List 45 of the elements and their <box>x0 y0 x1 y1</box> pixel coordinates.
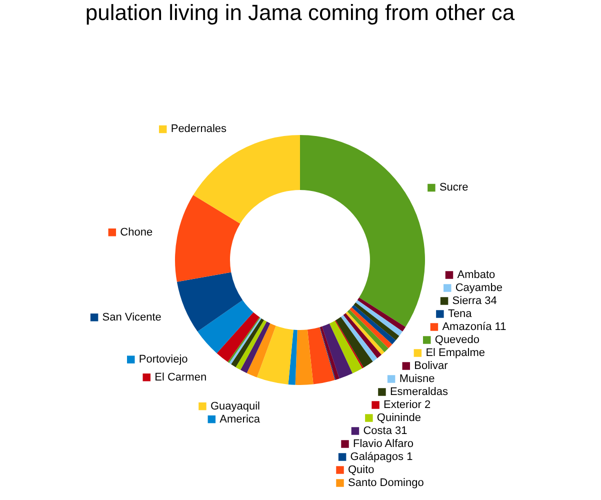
donut-slice <box>307 327 335 384</box>
legend-label: Esmeraldas <box>390 386 449 398</box>
legend-label: El Empalme <box>426 347 485 359</box>
legend-label: Flavio Alfaro <box>353 438 414 450</box>
legend-label: Pedernales <box>170 123 227 136</box>
donut-slice <box>300 135 425 327</box>
donut-slice <box>334 320 364 368</box>
legend-label: San Vicente <box>102 311 162 324</box>
legend-label: Exterior 2 <box>384 399 431 411</box>
legend-label: Bolivar <box>414 360 448 372</box>
legend-label: Sucre <box>439 182 468 194</box>
donut-slice <box>295 330 314 385</box>
donut-slice <box>329 320 362 374</box>
legend-label: Muisne <box>399 373 435 385</box>
legend-label: Tena <box>448 308 473 320</box>
donut-slice <box>216 312 260 362</box>
donut-slice <box>336 316 373 368</box>
donut-slice <box>256 326 294 384</box>
donut-slice <box>320 326 340 380</box>
donut-slice <box>236 320 267 370</box>
donut-slice <box>322 324 353 379</box>
donut-slice <box>175 195 240 282</box>
legend-label: Cayambe <box>455 282 502 294</box>
legend-label: Guayaquil <box>210 400 260 412</box>
legend-label: Sierra 34 <box>452 295 497 307</box>
donut-slice <box>240 322 270 374</box>
legend-label: Galápagos 1 <box>350 451 413 463</box>
donut-slice <box>320 327 336 380</box>
legend-label: El Carmen <box>154 371 207 384</box>
legend-label: Amazonía 11 <box>442 321 506 333</box>
legend-label: Costa 31 <box>363 425 408 437</box>
donut-slice <box>193 135 300 224</box>
legend-label: Quito <box>348 464 374 476</box>
legend-label: Quininde <box>376 412 421 424</box>
legend-label: Chone <box>120 226 153 238</box>
legend-label: Portoviejo <box>138 354 188 366</box>
legend-label: America <box>220 413 261 426</box>
donut-slice <box>198 300 254 354</box>
chart-title: pulation living in Jama coming from other ca <box>85 0 516 25</box>
donut-slice <box>288 330 298 385</box>
legend-label: Santo Domingo <box>348 477 424 489</box>
legend-label: Quevedo <box>434 334 480 346</box>
donut-slice <box>246 323 276 378</box>
donut-slice <box>176 272 243 332</box>
legend-label: Ambato <box>457 269 496 281</box>
